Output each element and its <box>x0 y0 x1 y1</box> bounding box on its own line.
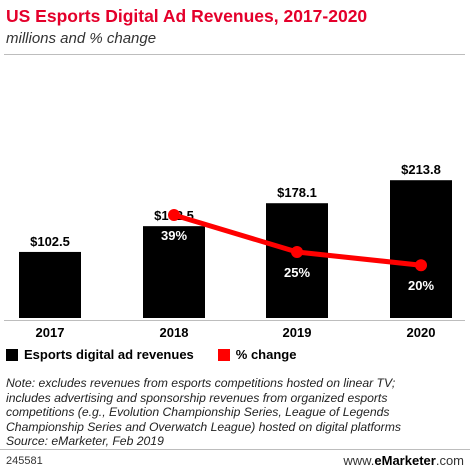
legend: Esports digital ad revenues % change <box>6 347 320 362</box>
brand-name: eMarketer <box>374 453 436 468</box>
change-label-2019: 25% <box>284 265 310 280</box>
legend-label-revenues: Esports digital ad revenues <box>24 347 194 362</box>
footer: 245581 www.eMarketer.com <box>0 449 470 474</box>
brand-link[interactable]: www.eMarketer.com <box>343 453 464 468</box>
bar-2017 <box>19 251 81 318</box>
change-point-2019 <box>291 246 303 258</box>
brand-prefix: www. <box>343 453 375 468</box>
chart-id: 245581 <box>6 455 43 467</box>
legend-item-change: % change <box>217 347 297 362</box>
legend-swatch-revenues <box>6 348 18 361</box>
bar-value-label-2020: $213.8 <box>401 162 441 177</box>
change-point-2018 <box>168 209 180 221</box>
chart-title: US Esports Digital Ad Revenues, 2017-202… <box>6 6 368 26</box>
x-tick-label-2018: 2018 <box>160 325 189 340</box>
legend-label-change: % change <box>235 347 297 362</box>
bar-value-label-2017: $102.5 <box>30 234 70 249</box>
bar-2018 <box>143 226 205 318</box>
chart-note: Note: excludes revenues from esports com… <box>6 376 401 449</box>
legend-item-revenues: Esports digital ad revenues <box>6 347 194 362</box>
change-label-2018: 39% <box>161 228 187 243</box>
x-tick-label-2020: 2020 <box>407 325 436 340</box>
bar-2019 <box>266 203 328 318</box>
change-point-2020 <box>415 259 427 272</box>
brand-suffix: .com <box>435 453 464 468</box>
bar-2020 <box>390 180 452 318</box>
bar-value-label-2019: $178.1 <box>277 185 317 200</box>
x-tick-label-2019: 2019 <box>283 325 312 340</box>
plot-frame <box>4 54 465 321</box>
change-label-2020: 20% <box>408 278 434 293</box>
legend-swatch-change <box>217 348 230 361</box>
chart-subtitle: millions and % change <box>6 30 157 47</box>
x-tick-label-2017: 2017 <box>36 325 65 340</box>
